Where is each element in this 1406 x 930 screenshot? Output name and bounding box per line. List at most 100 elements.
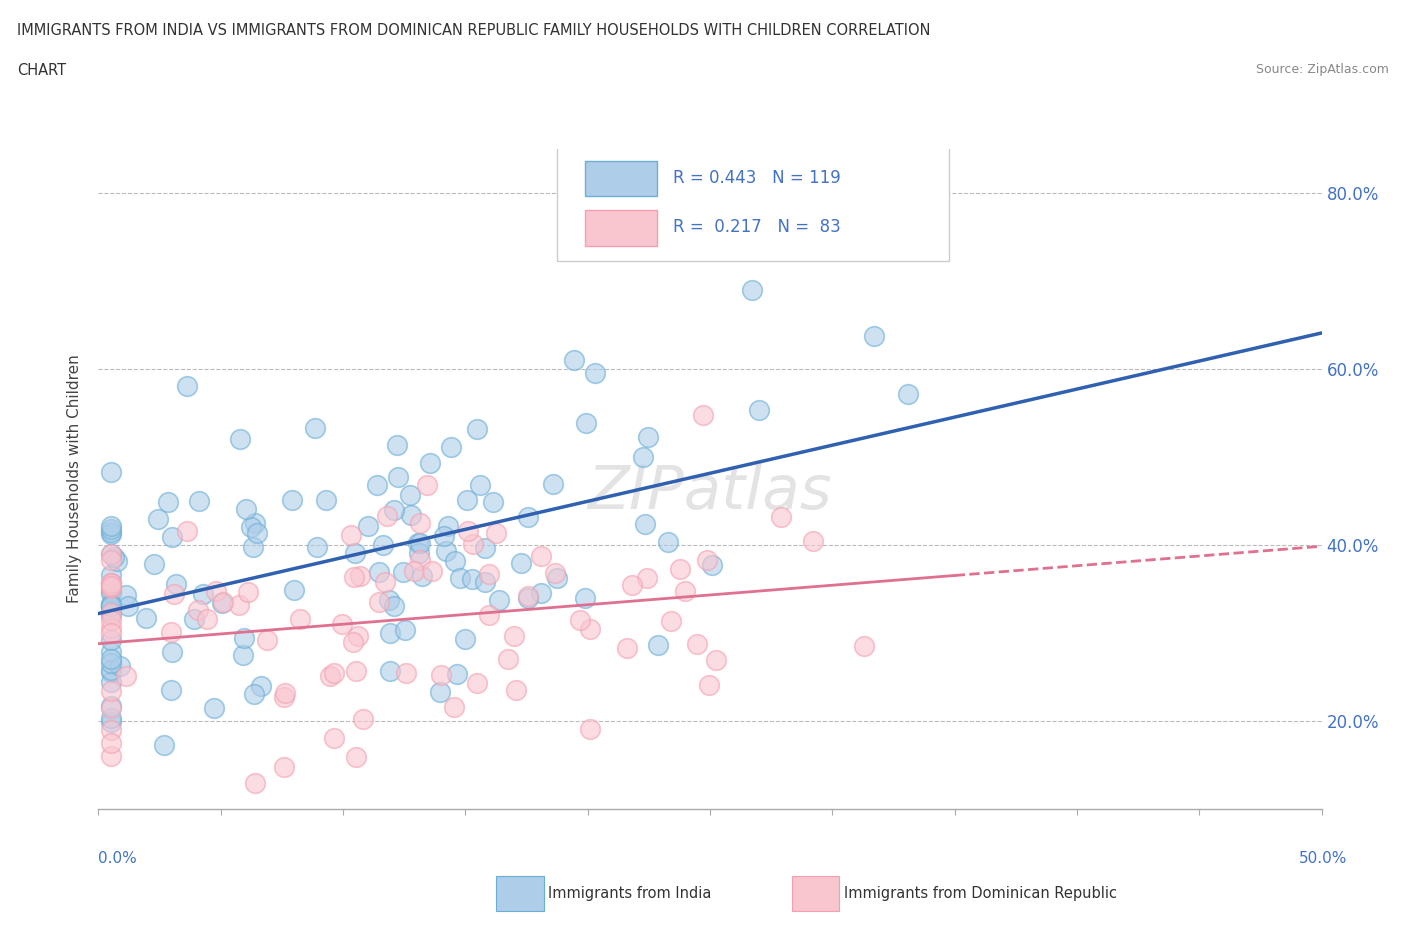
Point <box>100 652 122 667</box>
Point <box>404 564 426 578</box>
Point <box>148 512 170 526</box>
Point <box>575 415 598 430</box>
Point <box>281 493 304 508</box>
Point <box>692 407 714 422</box>
Point <box>307 540 329 555</box>
Point <box>204 584 226 599</box>
Text: Immigrants from Dominican Republic: Immigrants from Dominican Republic <box>844 886 1116 901</box>
Point <box>378 625 401 640</box>
Point <box>256 632 278 647</box>
Point <box>100 465 122 480</box>
Point <box>456 492 478 507</box>
Point <box>516 589 538 604</box>
Point <box>699 678 721 693</box>
Point <box>579 621 602 636</box>
Point <box>517 591 540 605</box>
Point <box>346 628 368 643</box>
Point <box>100 698 122 713</box>
Point <box>419 455 441 470</box>
Text: CHART: CHART <box>17 63 66 78</box>
Point <box>454 631 477 646</box>
Point <box>233 631 256 645</box>
Point <box>530 585 553 600</box>
Point <box>160 683 183 698</box>
Point <box>408 516 430 531</box>
Text: 50.0%: 50.0% <box>1299 851 1347 866</box>
FancyBboxPatch shape <box>585 210 658 246</box>
Point <box>741 282 763 297</box>
Point <box>212 594 235 609</box>
Point <box>162 529 184 544</box>
Point <box>100 736 122 751</box>
Point <box>242 686 264 701</box>
Point <box>409 552 432 567</box>
Point <box>211 596 233 611</box>
Point <box>100 662 122 677</box>
Point <box>440 440 463 455</box>
Point <box>100 547 122 562</box>
Point <box>569 613 592 628</box>
Point <box>100 626 122 641</box>
Point <box>100 526 122 541</box>
Point <box>283 582 305 597</box>
Point <box>375 509 398 524</box>
Point <box>273 760 295 775</box>
Point <box>176 524 198 538</box>
Point <box>100 612 122 627</box>
Point <box>304 420 326 435</box>
Point <box>863 328 886 343</box>
Point <box>366 477 388 492</box>
Point <box>322 731 344 746</box>
Point <box>100 701 122 716</box>
Point <box>100 519 122 534</box>
Point <box>103 550 125 565</box>
Point <box>686 637 709 652</box>
Point <box>378 664 401 679</box>
Point <box>634 516 657 531</box>
Point <box>659 614 682 629</box>
Text: Immigrants from India: Immigrants from India <box>548 886 711 901</box>
Point <box>748 403 770 418</box>
Point <box>543 476 565 491</box>
Point <box>444 554 467 569</box>
Point <box>117 599 139 614</box>
Point <box>673 583 696 598</box>
Point <box>657 535 679 550</box>
Point <box>245 776 267 790</box>
Point <box>100 552 122 567</box>
Point <box>176 379 198 393</box>
Point <box>394 623 416 638</box>
Point <box>378 592 401 607</box>
Point <box>135 611 157 626</box>
Point <box>583 365 606 380</box>
Point <box>769 510 792 525</box>
Point <box>232 647 254 662</box>
Point <box>152 737 174 752</box>
Point <box>340 528 363 543</box>
Point <box>430 668 453 683</box>
Point <box>368 594 391 609</box>
Point <box>202 701 225 716</box>
Point <box>496 652 519 667</box>
Point <box>395 665 418 680</box>
Point <box>502 629 524 644</box>
Point <box>706 653 728 668</box>
Text: ZIPatlas: ZIPatlas <box>588 462 832 522</box>
Point <box>344 750 367 764</box>
Point <box>315 493 337 508</box>
Point <box>399 487 422 502</box>
Point <box>228 597 250 612</box>
Point <box>160 624 183 639</box>
Point <box>530 549 553 564</box>
Text: 0.0%: 0.0% <box>98 851 138 866</box>
Point <box>897 387 920 402</box>
Point <box>801 534 824 549</box>
Point <box>100 567 122 582</box>
Point <box>468 477 491 492</box>
Point <box>546 571 568 586</box>
Point <box>322 665 344 680</box>
Point <box>384 599 406 614</box>
Point <box>242 539 264 554</box>
Point <box>273 689 295 704</box>
Point <box>235 501 257 516</box>
